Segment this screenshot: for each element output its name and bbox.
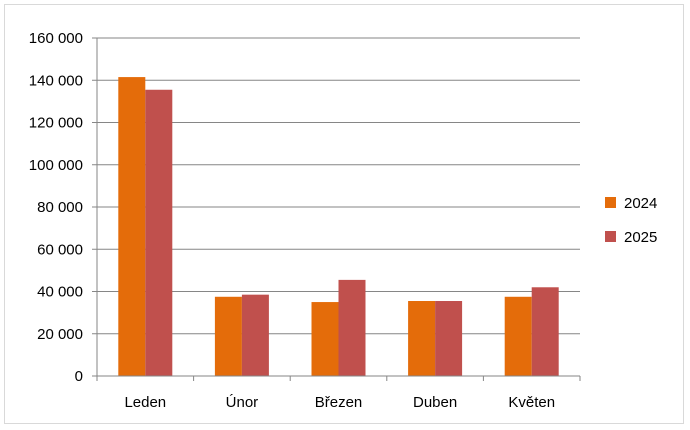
y-tick-label: 60 000	[37, 241, 83, 258]
bars	[118, 77, 559, 377]
y-tick-label: 40 000	[37, 284, 83, 301]
legend: 2024 2025	[605, 195, 657, 246]
legend-label-2025: 2025	[624, 229, 657, 246]
x-tick-label: Duben	[413, 394, 457, 411]
y-tick-label: 140 000	[29, 72, 83, 89]
y-tick-label: 80 000	[37, 199, 83, 216]
axes	[96, 38, 581, 381]
x-tick-label: Květen	[508, 394, 555, 411]
legend-swatch-2025	[605, 231, 616, 242]
x-tick-label: Leden	[124, 394, 166, 411]
y-tick-label: 120 000	[29, 115, 83, 132]
bar-2025-Květen	[531, 287, 559, 376]
y-tick-label: 160 000	[29, 30, 83, 47]
bar-2025-Leden	[145, 89, 173, 376]
bar-2025-Únor	[241, 294, 269, 376]
bar-2024-Duben	[408, 301, 436, 376]
bar-2024-Leden	[118, 77, 146, 377]
bar-2025-Duben	[435, 301, 463, 376]
x-axis-labels: Leden Únor Březen Duben Květen	[124, 394, 555, 411]
x-tick-label: Březen	[315, 394, 363, 411]
y-tick-label: 100 000	[29, 157, 83, 174]
y-tick-label: 0	[75, 368, 83, 385]
x-tick-label: Únor	[226, 394, 259, 411]
gridlines	[97, 37, 580, 335]
legend-swatch-2024	[605, 197, 616, 208]
y-axis-ticks: 0 20 000 40 000 60 000 80 000 100 000 120 000 1…	[29, 30, 97, 385]
bar-2024-Únor	[214, 296, 242, 376]
y-tick-label: 20 000	[37, 326, 83, 343]
legend-label-2024: 2024	[624, 195, 657, 212]
bar-2024-Březen	[311, 302, 339, 376]
bar-2025-Březen	[338, 279, 366, 376]
bar-2024-Květen	[504, 296, 532, 376]
